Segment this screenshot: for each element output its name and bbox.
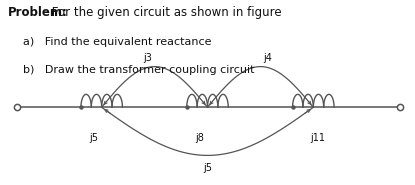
Text: For the given circuit as shown in figure: For the given circuit as shown in figure (48, 6, 281, 18)
Text: Problem:: Problem: (8, 6, 68, 18)
Text: j5: j5 (203, 163, 212, 173)
Text: j4: j4 (263, 53, 272, 63)
Text: b)   Draw the transformer coupling circuit: b) Draw the transformer coupling circuit (23, 65, 254, 75)
Text: j5: j5 (89, 133, 98, 143)
Text: j8: j8 (195, 133, 204, 143)
Text: a)   Find the equivalent reactance: a) Find the equivalent reactance (23, 37, 211, 47)
Text: j11: j11 (310, 133, 325, 143)
Text: j3: j3 (143, 53, 152, 63)
